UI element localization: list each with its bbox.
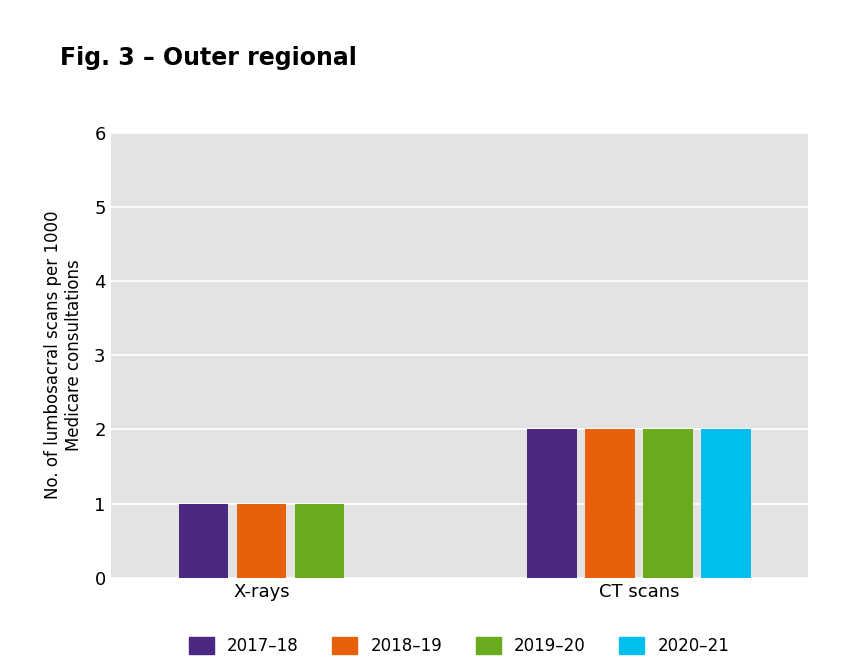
Y-axis label: No. of lumbosacral scans per 1000
Medicare consultations: No. of lumbosacral scans per 1000 Medica… <box>44 211 83 499</box>
Bar <box>586 430 635 578</box>
Legend: 2017–18, 2018–19, 2019–20, 2020–21: 2017–18, 2018–19, 2019–20, 2020–21 <box>182 631 736 662</box>
Bar <box>643 430 693 578</box>
Bar <box>701 430 751 578</box>
Bar <box>237 503 286 578</box>
Bar <box>527 430 576 578</box>
Text: Fig. 3 – Outer regional: Fig. 3 – Outer regional <box>60 46 356 70</box>
Bar <box>178 503 228 578</box>
Bar <box>295 503 344 578</box>
